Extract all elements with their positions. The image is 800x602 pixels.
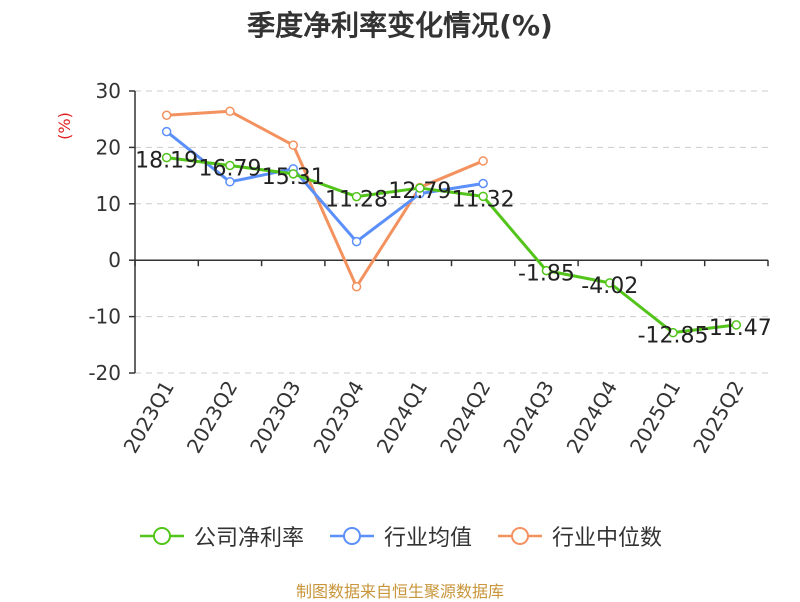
legend-label: 行业中位数 [552,526,663,551]
legend-swatch [329,527,374,545]
data-point [351,281,362,292]
data-label: 16.79 [198,157,261,182]
series-line [165,130,484,244]
y-axis-title: (%) [55,112,74,140]
y-tick-label: -20 [88,361,121,385]
legend-swatch [139,527,184,545]
legend-item[interactable]: 行业中位数 [496,520,662,552]
data-point [731,320,742,330]
x-tick-label: 2024Q3 [498,377,558,458]
data-label: 11.28 [325,188,388,213]
data-label: -4.02 [581,274,638,299]
data-label: 15.31 [262,165,325,190]
legend-label: 公司净利率 [193,526,304,551]
data-point [478,156,488,166]
data-label: 12.79 [388,179,451,204]
data-point [161,126,172,137]
legend-item[interactable]: 行业均值 [328,520,472,552]
legend-item[interactable]: 公司净利率 [138,520,304,552]
series-line [166,109,484,289]
x-tick-label: 2023Q2 [182,377,242,458]
data-label: 18.19 [135,149,198,174]
chart-title: 季度净利率变化情况(%) [247,9,553,42]
x-tick-label: 2023Q3 [245,377,305,458]
data-point [351,236,362,247]
data-point [351,191,362,202]
data-point [541,265,552,276]
legend-label: 行业均值 [383,526,472,551]
data-label: -11.47 [701,316,772,341]
x-tick-label: 2024Q2 [435,377,495,458]
legend-swatch [498,527,542,545]
x-tick-label: 2023Q1 [119,377,179,458]
data-point [288,140,298,150]
y-tick-label: -10 [88,305,121,329]
data-point [288,169,298,179]
x-tick-label: 2025Q1 [625,377,685,458]
data-point [225,106,235,117]
data-point [668,327,678,338]
y-tick-label: 20 [96,135,121,159]
data-point [478,191,488,202]
data-point [225,177,235,187]
series-lines [161,106,742,338]
x-tick-label: 2025Q2 [688,377,748,458]
data-point [415,183,425,193]
data-label: 11.32 [452,187,515,212]
data-label: -1.85 [518,262,575,287]
series-line [166,156,737,335]
data-point [161,152,172,163]
data-point [478,178,488,189]
x-tick-label: 2023Q4 [308,377,368,458]
data-point [605,278,615,288]
data-point [225,160,235,171]
source-note: 制图数据来自恒生聚源数据库 [295,582,504,601]
y-tick-label: 10 [96,192,121,216]
y-tick-label: 0 [108,248,121,272]
data-point [161,110,172,121]
x-tick-label: 2024Q4 [562,377,622,458]
legend: 公司净利率 行业均值 行业中位数 [0,520,800,552]
y-tick-label: 30 [96,79,121,103]
data-label: -12.85 [638,324,709,349]
x-tick-label: 2024Q1 [372,377,432,458]
